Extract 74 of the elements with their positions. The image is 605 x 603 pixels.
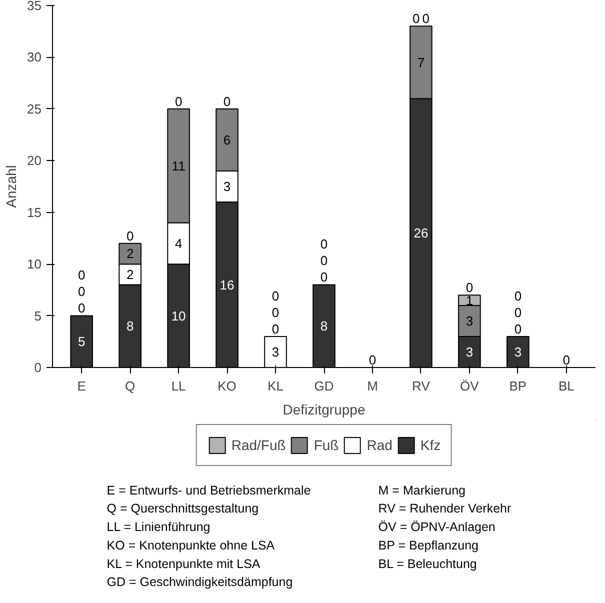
data-label: 0 (174, 94, 182, 109)
x-tick-label: E (77, 378, 86, 394)
data-label: 0 (272, 304, 280, 320)
data-label: 0 (320, 270, 328, 285)
x-tick-label: ÖV (460, 378, 480, 394)
x-tick-label: LL (171, 378, 186, 394)
y-tick-label: 20 (27, 153, 42, 168)
data-label: 0 (562, 352, 570, 368)
x-axis-title: Defizitgruppe (282, 402, 366, 418)
data-label: 3 (466, 313, 474, 328)
legend-label: Fuß (314, 437, 339, 453)
data-label: 2 (126, 246, 134, 262)
data-label: 0 (466, 280, 474, 295)
y-tick-label: 5 (34, 308, 42, 324)
x-tick-label: BL (558, 378, 574, 394)
y-axis-title: Anzahl (3, 165, 20, 208)
y-tick-label: 30 (27, 50, 42, 65)
y-tick-label: 15 (27, 204, 42, 220)
text: BL = Beleuchtung (378, 556, 477, 571)
legend-label: Rad (366, 437, 392, 453)
data-label: 0 (272, 321, 280, 336)
data-label: 0 (422, 11, 430, 26)
text: RV = Ruhender Verkehr (378, 502, 512, 516)
data-label: 0 (514, 321, 522, 336)
data-label: 0 (78, 300, 86, 316)
data-label: 0 (320, 236, 328, 252)
data-label: 26 (414, 226, 428, 241)
data-label: 0 (368, 352, 376, 368)
y-tick-label: 0 (34, 360, 42, 375)
text: Q = Querschnittsgestaltung (106, 502, 259, 516)
text: M = Markierung (378, 483, 466, 498)
x-tick-label: M (367, 378, 378, 394)
data-label: 8 (126, 318, 134, 334)
data-label: 3 (223, 179, 231, 194)
data-label: 0 (514, 288, 522, 304)
legend-label: Kfz (420, 437, 441, 453)
data-label: 5 (78, 334, 86, 350)
data-label: 0 (514, 304, 522, 320)
data-label: 0 (412, 11, 420, 26)
data-label: 0 (126, 228, 134, 244)
text: KL = Knotenpunkte mit LSA (106, 556, 261, 571)
data-label: 3 (272, 344, 280, 360)
data-label: 16 (220, 277, 234, 292)
x-tick-label: KL (268, 378, 284, 394)
data-label: 1 (466, 292, 474, 308)
data-label: 3 (466, 344, 474, 360)
x-tick-label: BP (509, 378, 527, 394)
x-tick-label: RV (412, 378, 430, 394)
y-tick-label: 25 (27, 101, 42, 116)
data-label: 11 (172, 158, 186, 174)
text: BP = Bepflanzung (378, 538, 479, 552)
data-label: 0 (320, 253, 328, 268)
text: ÖV = ÖPNV-Anlagen (378, 520, 496, 534)
text: E = Entwurfs- und Betriebsmerkmale (106, 483, 311, 498)
data-label: 2 (126, 266, 134, 282)
x-tick-label: GD (314, 378, 334, 394)
data-label: 8 (320, 318, 328, 334)
data-label: 0 (78, 284, 86, 300)
data-label: 6 (223, 132, 231, 148)
text: KO = Knotenpunkte ohne LSA (106, 538, 276, 552)
text: LL = Linienführung (106, 520, 210, 534)
text: GD = Geschwindigkeitsdämpfung (106, 575, 293, 590)
y-tick-label: 10 (27, 256, 42, 272)
y-tick-label: 35 (27, 0, 42, 13)
data-label: 0 (223, 94, 231, 109)
x-tick-label: KO (218, 378, 236, 394)
data-label: 7 (417, 54, 425, 70)
data-label: 0 (78, 268, 86, 283)
legend-label: Rad/Fuß (231, 437, 286, 453)
data-label: 3 (514, 344, 522, 360)
data-label: 10 (171, 308, 186, 324)
data-label: 0 (272, 288, 280, 304)
data-label: 4 (174, 236, 182, 251)
x-tick-label: Q (125, 378, 136, 394)
